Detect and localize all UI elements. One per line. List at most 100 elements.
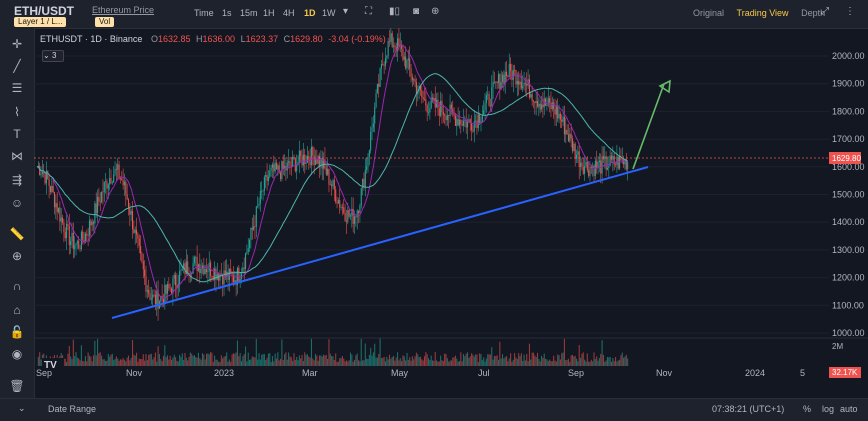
volume-bar <box>352 361 354 366</box>
magnet-icon[interactable]: ∩ <box>12 279 22 293</box>
volume-bar <box>125 361 127 366</box>
volume-bar <box>515 357 517 366</box>
price-chart[interactable]: 2000.00 1900.00 1800.00 1700.00 1600.00 1500.… <box>34 28 868 378</box>
candle-body <box>41 171 43 175</box>
volume-bar <box>111 353 113 366</box>
volume-bar <box>150 353 152 366</box>
candle-body <box>578 151 580 168</box>
forecast-icon[interactable]: ⋈ <box>11 149 23 163</box>
view-original[interactable]: Original <box>693 8 725 18</box>
text-icon[interactable]: T <box>13 127 21 141</box>
volume-bar <box>133 354 135 366</box>
chevron-down-icon[interactable]: ⌄ <box>18 403 26 413</box>
volume-bar <box>398 360 400 366</box>
timeframe-1d[interactable]: 1D <box>304 8 316 18</box>
volume-bar <box>263 354 265 366</box>
candle-body <box>183 263 185 269</box>
volume-bar <box>469 356 471 366</box>
candle-body <box>44 172 46 184</box>
symbol-subtitle-link[interactable]: Ethereum Price <box>92 5 155 15</box>
view-trading-view[interactable]: Trading View <box>736 8 789 18</box>
view-depth[interactable]: Depth <box>801 8 826 18</box>
symbol-title[interactable]: ETH/USDT <box>14 4 74 18</box>
timeframe-time[interactable]: Time <box>194 8 214 18</box>
vol-tag[interactable]: Vol <box>95 17 115 27</box>
lock-drawing-icon[interactable]: ⌂ <box>13 303 21 317</box>
clock[interactable]: 07:38:21 (UTC+1) <box>712 404 785 414</box>
candle-body <box>324 159 326 168</box>
candle-body <box>402 48 404 60</box>
log-toggle[interactable]: log <box>822 404 835 414</box>
timeframe-4h[interactable]: 4H <box>283 8 295 18</box>
volume-bar <box>514 353 516 366</box>
fib-icon[interactable]: ☰ <box>11 81 23 95</box>
candle-body <box>76 240 78 244</box>
candle-body <box>362 178 364 188</box>
add-indicator-icon[interactable]: ⊕ <box>431 6 440 17</box>
candle-body <box>306 155 308 163</box>
candle-body <box>550 102 552 110</box>
candle-body <box>458 119 461 126</box>
volume-bar <box>450 360 452 366</box>
volume-bar <box>262 354 264 366</box>
candle-body <box>519 81 521 85</box>
candle-body <box>358 210 360 213</box>
candle-body <box>127 199 130 209</box>
volume-bar <box>441 360 443 366</box>
volume-bar <box>226 352 228 366</box>
trash-icon[interactable]: 🗑 <box>9 379 25 393</box>
candle-body <box>75 243 77 246</box>
volume-bar <box>417 354 419 366</box>
volume-bar <box>460 352 462 366</box>
trend-line-icon[interactable]: ╱ <box>13 59 21 73</box>
candle-body <box>401 44 403 49</box>
chart-type-icon[interactable]: ⛶ <box>365 6 372 17</box>
volume-bar <box>371 355 373 366</box>
candle-body <box>253 226 255 230</box>
volume-bar <box>386 356 388 366</box>
candle-body <box>440 100 442 116</box>
candle-body <box>410 68 412 78</box>
zoom-icon[interactable]: ⊕ <box>11 249 23 263</box>
volume-bar <box>557 354 559 366</box>
volume-bar <box>358 360 360 366</box>
brush-icon[interactable]: ⇶ <box>11 173 23 187</box>
fullscreen-icon[interactable]: ⤢ <box>821 6 829 17</box>
screenshot-icon[interactable]: ◙ <box>413 6 420 17</box>
date-range-button[interactable]: Date Range <box>48 404 97 414</box>
auto-toggle[interactable]: auto <box>840 404 858 414</box>
volume-bar <box>378 353 380 366</box>
settings-dots-icon[interactable]: ⋮ <box>845 6 855 17</box>
timeframe-15m[interactable]: 15m <box>240 8 258 18</box>
candle-body <box>504 71 506 84</box>
percent-toggle[interactable]: % <box>803 404 812 414</box>
candle-body <box>172 278 174 294</box>
candle-body <box>130 210 132 215</box>
lock-icon[interactable]: 🔓 <box>9 325 25 339</box>
candle-body <box>288 161 290 163</box>
candle-body <box>376 83 378 94</box>
volume-bar <box>545 358 547 366</box>
chevron-down-icon[interactable]: ▾ <box>343 6 349 17</box>
candle-body <box>345 220 347 222</box>
ruler-icon[interactable]: 📏 <box>9 227 25 241</box>
candle-body <box>405 56 407 69</box>
emoji-icon[interactable]: ☺ <box>10 196 24 210</box>
volume-bar <box>296 357 298 366</box>
volume-bar <box>427 358 430 366</box>
candle-body <box>584 166 586 174</box>
volume-bar <box>76 357 78 366</box>
pattern-icon[interactable]: ⌇ <box>14 105 20 119</box>
crosshair-icon[interactable]: ✛ <box>11 37 23 51</box>
timeframe-1h[interactable]: 1H <box>263 8 275 18</box>
eye-icon[interactable]: ◉ <box>11 347 23 361</box>
layer-tag[interactable]: Layer 1 / L... <box>14 17 67 27</box>
volume-bar <box>563 338 565 366</box>
candles-icon[interactable]: ▮▯ <box>389 6 401 17</box>
indicators-toggle[interactable]: ⌄ 3 <box>42 50 64 62</box>
volume-bar <box>617 360 619 366</box>
candle-body <box>593 165 595 176</box>
timeframe-1s[interactable]: 1s <box>222 8 232 18</box>
candle-body <box>335 189 337 202</box>
timeframe-1w[interactable]: 1W <box>322 8 336 18</box>
